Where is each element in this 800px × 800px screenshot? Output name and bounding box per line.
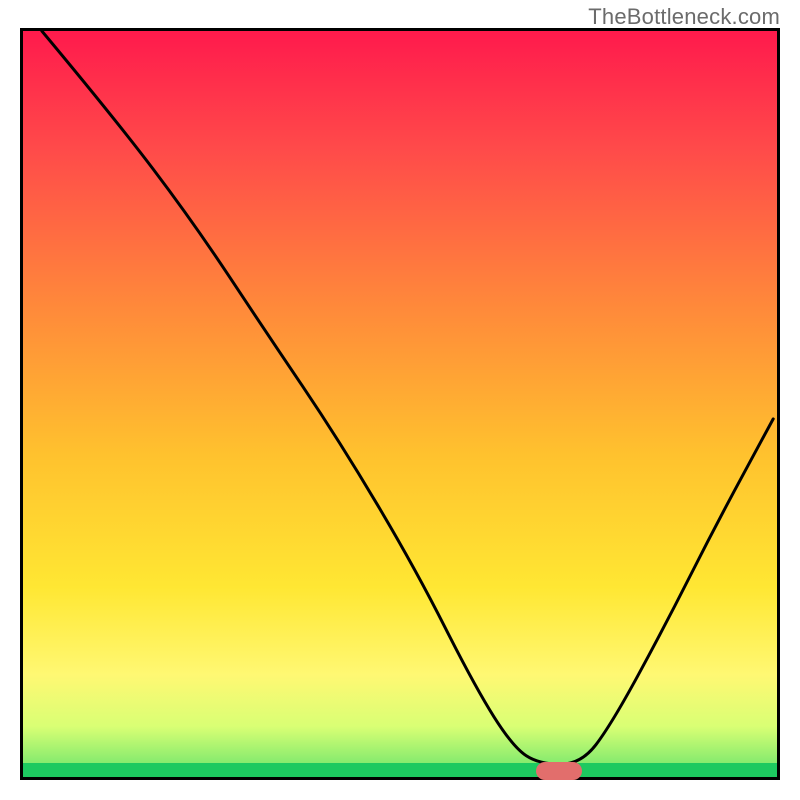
bottleneck-curve xyxy=(23,31,777,777)
watermark-text: TheBottleneck.com xyxy=(588,4,780,30)
minimum-marker-pill xyxy=(536,762,582,780)
chart-plot-area xyxy=(20,28,780,780)
